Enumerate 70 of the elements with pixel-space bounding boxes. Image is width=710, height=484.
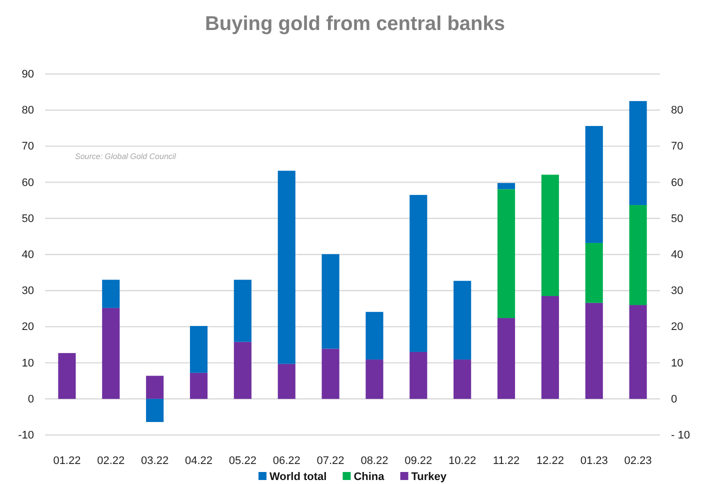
bar bbox=[585, 126, 603, 243]
y2-tick-label: 80 bbox=[671, 104, 684, 117]
y-tick-label: 90 bbox=[22, 68, 34, 81]
x-tick-label: 06.22 bbox=[272, 454, 300, 467]
y2-tick-label: 30 bbox=[671, 285, 684, 298]
x-tick-label: 07.22 bbox=[316, 454, 344, 467]
y-tick-label: 50 bbox=[22, 212, 34, 225]
bar bbox=[146, 376, 164, 399]
x-tick-label: 05.22 bbox=[228, 454, 256, 467]
x-tick-label: 04.22 bbox=[184, 454, 213, 467]
bar bbox=[190, 326, 208, 373]
y-tick-label: -10 bbox=[18, 430, 34, 442]
bar bbox=[410, 194, 428, 352]
y2-tick-label: - 10 bbox=[671, 430, 690, 442]
x-tick-label: 09.22 bbox=[404, 454, 432, 467]
x-tick-label: 03.22 bbox=[141, 454, 169, 467]
x-tick-label: 02.23 bbox=[624, 454, 652, 467]
y-tick-label: 70 bbox=[22, 140, 34, 153]
bar bbox=[146, 398, 164, 422]
bar bbox=[58, 353, 76, 399]
bar bbox=[454, 280, 472, 360]
bar bbox=[629, 205, 647, 306]
y-tick-label: 30 bbox=[22, 285, 34, 298]
legend-label: World total bbox=[269, 471, 327, 483]
y-tick-label: 60 bbox=[22, 176, 34, 189]
x-tick-label: 12.22 bbox=[536, 454, 564, 467]
y2-tick-label: 0 bbox=[671, 393, 678, 406]
bar bbox=[541, 296, 559, 399]
bar bbox=[629, 101, 647, 206]
y2-tick-label: 60 bbox=[671, 176, 684, 189]
legend-label: China bbox=[354, 471, 386, 483]
y2-tick-label: 10 bbox=[671, 357, 684, 370]
y2-tick-label: 20 bbox=[671, 321, 684, 334]
bar bbox=[278, 170, 296, 364]
y2-tick-label: 50 bbox=[671, 212, 684, 225]
bar bbox=[366, 360, 384, 399]
bar bbox=[497, 183, 516, 190]
bar bbox=[234, 342, 252, 399]
y-tick-label: 0 bbox=[28, 393, 34, 406]
bar bbox=[102, 308, 120, 399]
bar bbox=[454, 360, 472, 399]
chart-title: Buying gold from central banks bbox=[204, 13, 506, 35]
legend-label: Turkey bbox=[411, 471, 448, 483]
bar bbox=[585, 302, 603, 399]
bar bbox=[322, 348, 340, 399]
bar bbox=[234, 280, 252, 342]
x-tick-label: 02.22 bbox=[97, 454, 125, 467]
y-tick-label: 80 bbox=[22, 104, 34, 117]
bar bbox=[190, 372, 208, 399]
bar bbox=[629, 305, 647, 399]
x-tick-label: 10.22 bbox=[448, 454, 476, 467]
bar bbox=[366, 312, 384, 360]
bar bbox=[585, 242, 603, 303]
bar bbox=[497, 318, 516, 399]
bar bbox=[278, 364, 296, 399]
x-tick-label: 11.22 bbox=[492, 454, 520, 467]
x-tick-label: 01.22 bbox=[53, 454, 81, 467]
x-tick-label: 01.23 bbox=[580, 454, 608, 467]
y-tick-label: 10 bbox=[22, 357, 34, 370]
y-tick-label: 40 bbox=[22, 249, 34, 262]
bar bbox=[102, 280, 120, 308]
bar bbox=[322, 254, 340, 349]
bar bbox=[541, 174, 559, 296]
bar bbox=[497, 189, 516, 318]
x-tick-label: 08.22 bbox=[360, 454, 388, 467]
y-tick-label: 20 bbox=[22, 321, 34, 334]
annotation: Source: Global Gold Council bbox=[75, 152, 176, 161]
bar bbox=[410, 352, 428, 399]
y2-tick-label: 40 bbox=[671, 249, 684, 262]
y2-tick-label: 70 bbox=[671, 140, 684, 153]
